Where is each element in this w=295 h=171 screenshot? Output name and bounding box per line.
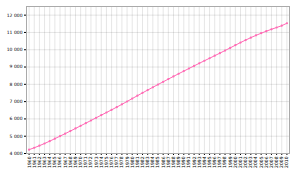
svg-text:2003: 2003 bbox=[248, 156, 254, 168]
svg-text:1999: 1999 bbox=[227, 156, 233, 168]
svg-text:1993: 1993 bbox=[196, 156, 202, 168]
svg-text:1974: 1974 bbox=[98, 156, 104, 168]
svg-text:11 000: 11 000 bbox=[7, 30, 23, 35]
svg-text:2007: 2007 bbox=[268, 156, 274, 168]
svg-text:1997: 1997 bbox=[217, 156, 223, 168]
svg-text:9 000: 9 000 bbox=[10, 64, 23, 69]
svg-text:6 000: 6 000 bbox=[10, 116, 23, 121]
svg-text:2005: 2005 bbox=[258, 156, 264, 168]
svg-text:1968: 1968 bbox=[67, 156, 73, 168]
svg-text:1984: 1984 bbox=[150, 156, 156, 168]
svg-text:1989: 1989 bbox=[176, 156, 182, 168]
svg-text:2006: 2006 bbox=[263, 156, 269, 168]
svg-text:1983: 1983 bbox=[145, 156, 151, 168]
svg-text:2008: 2008 bbox=[274, 156, 279, 168]
svg-text:1966: 1966 bbox=[57, 156, 63, 168]
svg-text:1972: 1972 bbox=[88, 156, 94, 168]
svg-text:1964: 1964 bbox=[47, 156, 53, 168]
svg-text:1975: 1975 bbox=[103, 156, 109, 168]
svg-text:2001: 2001 bbox=[237, 156, 243, 168]
svg-text:2002: 2002 bbox=[243, 156, 249, 168]
svg-text:7 000: 7 000 bbox=[10, 99, 23, 104]
svg-text:1973: 1973 bbox=[93, 156, 99, 168]
svg-text:1979: 1979 bbox=[124, 156, 130, 168]
svg-text:2000: 2000 bbox=[232, 156, 238, 168]
svg-text:1998: 1998 bbox=[222, 156, 228, 168]
svg-text:1960: 1960 bbox=[26, 156, 32, 168]
svg-text:2009: 2009 bbox=[279, 156, 285, 168]
svg-text:1961: 1961 bbox=[31, 156, 37, 168]
svg-text:1992: 1992 bbox=[191, 156, 197, 168]
svg-text:1988: 1988 bbox=[170, 156, 176, 168]
svg-text:1981: 1981 bbox=[134, 156, 140, 168]
svg-text:1996: 1996 bbox=[212, 156, 218, 168]
svg-text:1987: 1987 bbox=[165, 156, 171, 168]
svg-text:1969: 1969 bbox=[72, 156, 78, 168]
svg-text:1994: 1994 bbox=[201, 156, 207, 168]
svg-text:12 000: 12 000 bbox=[7, 13, 23, 18]
svg-text:1978: 1978 bbox=[119, 156, 125, 168]
svg-text:1965: 1965 bbox=[52, 156, 58, 168]
svg-text:1986: 1986 bbox=[160, 156, 166, 168]
svg-text:5 000: 5 000 bbox=[10, 134, 23, 139]
svg-text:1967: 1967 bbox=[62, 156, 68, 168]
svg-text:10 000: 10 000 bbox=[7, 47, 23, 52]
svg-text:2004: 2004 bbox=[253, 156, 259, 168]
svg-text:1977: 1977 bbox=[114, 156, 120, 168]
svg-text:1991: 1991 bbox=[186, 156, 192, 168]
svg-text:1985: 1985 bbox=[155, 156, 161, 168]
svg-text:1982: 1982 bbox=[140, 156, 145, 168]
svg-text:1976: 1976 bbox=[109, 156, 114, 168]
svg-text:1963: 1963 bbox=[42, 156, 47, 168]
svg-text:1971: 1971 bbox=[83, 156, 89, 168]
svg-text:1962: 1962 bbox=[36, 156, 42, 168]
svg-text:4 000: 4 000 bbox=[10, 151, 23, 156]
svg-text:2010: 2010 bbox=[284, 156, 289, 168]
svg-text:1990: 1990 bbox=[181, 156, 187, 168]
svg-text:1980: 1980 bbox=[129, 156, 135, 168]
svg-text:1995: 1995 bbox=[207, 156, 212, 168]
svg-text:8 000: 8 000 bbox=[10, 82, 23, 87]
svg-text:1970: 1970 bbox=[78, 156, 84, 168]
